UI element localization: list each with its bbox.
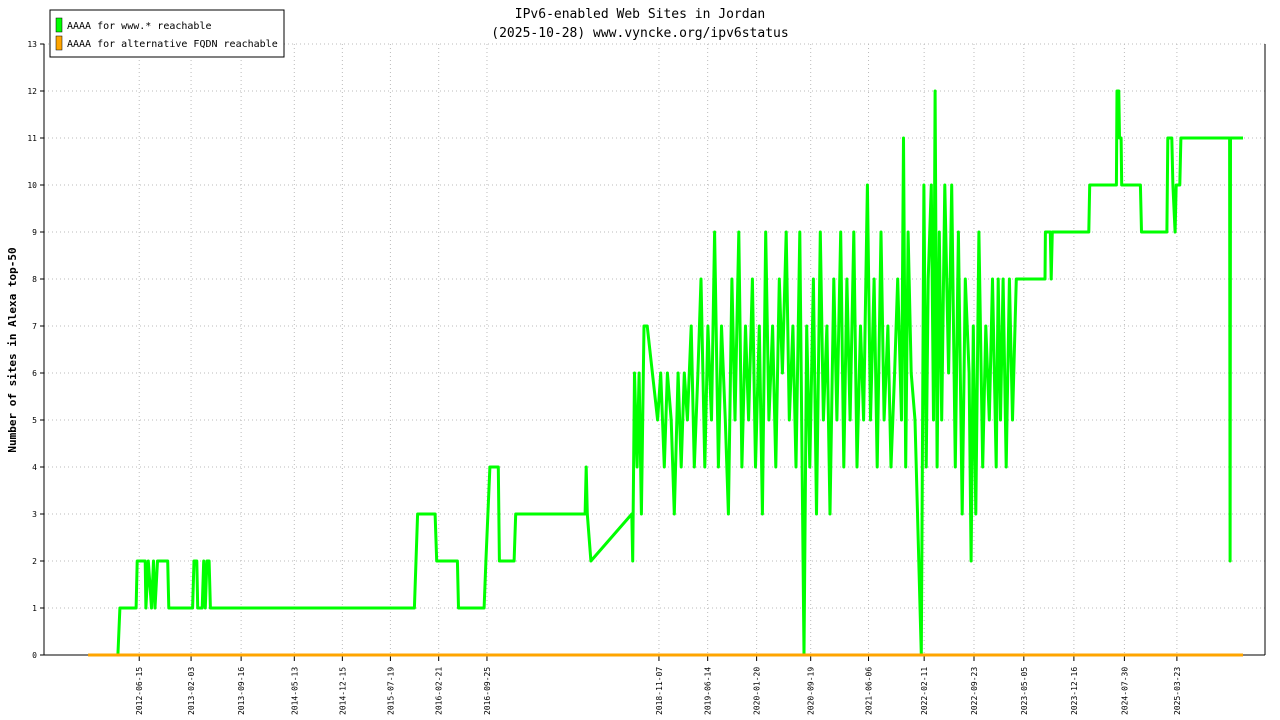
x-tick-label: 2016-09-25: [483, 667, 492, 715]
x-tick-label: 2014-05-13: [290, 667, 299, 715]
y-tick-label: 4: [32, 463, 37, 472]
y-tick-label: 11: [27, 134, 37, 143]
y-tick-label: 0: [32, 651, 37, 660]
chart-title: IPv6-enabled Web Sites in Jordan: [515, 7, 765, 22]
x-tick-label: 2013-09-16: [237, 667, 246, 715]
legend-label: AAAA for www.* reachable: [67, 21, 212, 32]
legend-label: AAAA for alternative FQDN reachable: [67, 39, 278, 50]
y-tick-label: 2: [32, 557, 37, 566]
y-tick-label: 3: [32, 510, 37, 519]
x-tick-label: 2023-05-05: [1020, 667, 1029, 715]
y-tick-label: 7: [32, 322, 37, 331]
legend: AAAA for www.* reachable AAAA for alterna…: [49, 9, 285, 58]
y-axis-label: Number of sites in Alexa top-50: [6, 247, 19, 452]
x-tick-label: 2012-06-15: [135, 667, 144, 715]
y-tick-label: 12: [27, 87, 37, 96]
x-tick-label: 2024-07-30: [1120, 667, 1129, 715]
x-tick-label: 2023-12-16: [1070, 667, 1079, 715]
x-tick-label: 2016-02-21: [435, 667, 444, 715]
x-tick-label: 2013-02-03: [187, 667, 196, 715]
legend-swatch: [55, 35, 63, 51]
y-tick-label: 1: [32, 604, 37, 613]
chart-subtitle: (2025-10-28) www.vyncke.org/ipv6status: [491, 26, 788, 41]
x-tick-label: 2015-07-19: [386, 667, 395, 715]
data-line: [116, 89, 1243, 657]
legend-swatch: [55, 17, 63, 33]
y-tick-label: 13: [27, 40, 37, 49]
x-tick-label: 2025-03-23: [1173, 667, 1182, 715]
y-tick-label: 10: [27, 181, 37, 190]
y-tick-label: 6: [32, 369, 37, 378]
y-tick-label: 9: [32, 228, 37, 237]
x-tick-label: 2014-12-15: [338, 667, 347, 715]
legend-box: [49, 9, 285, 58]
x-tick-label: 2019-06-14: [704, 667, 713, 715]
y-tick-label: 8: [32, 275, 37, 284]
x-tick-label: 2022-02-11: [920, 667, 929, 715]
x-tick-label: 2020-09-19: [807, 667, 816, 715]
x-tick-label: 2022-09-23: [970, 667, 979, 715]
y-tick-label: 5: [32, 416, 37, 425]
x-tick-label: 2021-06-06: [865, 667, 874, 715]
x-tick-label: 2020-01-20: [753, 667, 762, 715]
x-tick-label: 2018-11-07: [655, 667, 664, 715]
